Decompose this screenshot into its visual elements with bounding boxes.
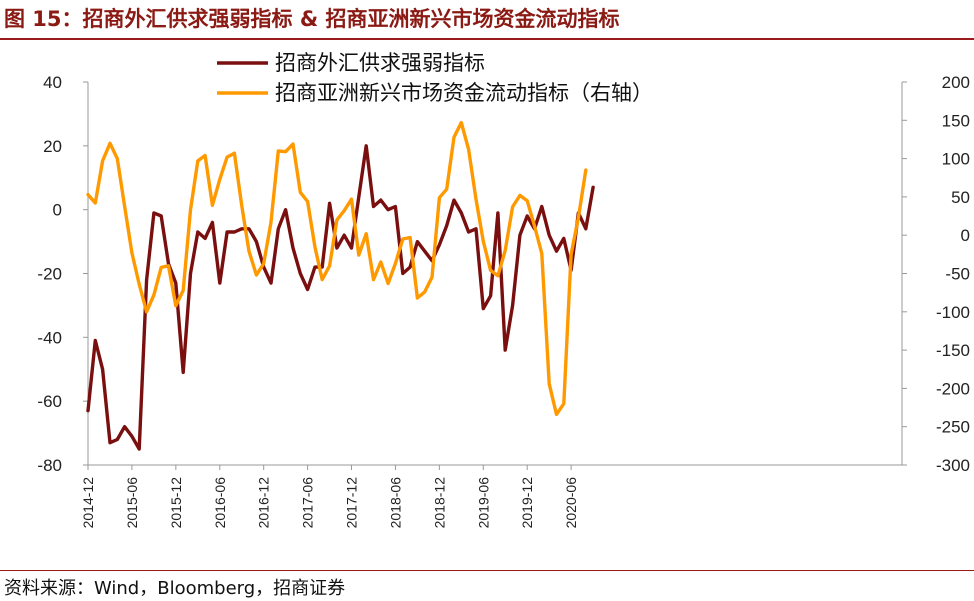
x-tick-label: 2015-12: [168, 477, 184, 529]
y-right-tick-label: 150: [942, 111, 970, 130]
y-right-tick-label: 200: [942, 73, 970, 92]
x-tick-label: 2016-12: [256, 477, 272, 529]
x-axis-ticks: 2014-12 2015-06 2015-12 2016-06 2016-12 2017-…: [80, 465, 579, 528]
y-left-tick-label: -20: [37, 265, 62, 284]
y-right-tick-label: -250: [936, 418, 970, 437]
y-right-tick-label: -150: [936, 341, 970, 360]
line-chart: 40200-20-40-60-80200150100500-50-100-150…: [37, 51, 970, 528]
series-line-asia-em-flow: [86, 120, 588, 417]
y-left-tick-label: -60: [37, 392, 62, 411]
x-tick-label: 2019-12: [519, 477, 535, 529]
y-right-tick-label: 50: [951, 188, 970, 207]
x-tick-label: 2018-12: [431, 477, 447, 529]
y-left-tick-label: -80: [37, 456, 62, 475]
legend-label-asia-em-flow: 招商亚洲新兴市场资金流动指标（右轴）: [275, 81, 653, 105]
x-tick-label: 2014-12: [80, 477, 96, 529]
y-right-tick-label: 0: [961, 226, 970, 245]
y-right-tick-label: -200: [936, 379, 970, 398]
figure-title: 图 15：招商外汇供求强弱指标 & 招商亚洲新兴市场资金流动指标: [4, 7, 620, 31]
chart-axes: 40200-20-40-60-80200150100500-50-100-150…: [37, 73, 970, 475]
series-line-fx-supply-demand: [86, 144, 595, 451]
y-right-tick-label: -50: [945, 265, 970, 284]
source-note: 资料来源：Wind，Bloomberg，招商证券: [4, 578, 346, 599]
x-tick-label: 2017-06: [300, 477, 316, 529]
y-left-tick-label: -40: [37, 328, 62, 347]
y-left-tick-label: 0: [53, 201, 62, 220]
x-tick-label: 2015-06: [124, 477, 140, 529]
x-tick-label: 2019-06: [475, 477, 491, 529]
x-tick-label: 2020-06: [563, 477, 579, 529]
y-right-tick-label: -300: [936, 456, 970, 475]
y-right-tick-label: 100: [942, 150, 970, 169]
chart-series: [86, 120, 595, 451]
y-right-tick-label: -100: [936, 303, 970, 322]
x-tick-label: 2017-12: [344, 477, 360, 529]
x-tick-label: 2018-06: [387, 477, 403, 529]
title-divider: [0, 38, 974, 40]
x-tick-label: 2016-06: [212, 477, 228, 529]
legend-label-fx-supply-demand: 招商外汇供求强弱指标: [275, 51, 485, 75]
source-divider: [0, 570, 974, 571]
y-left-tick-label: 40: [43, 73, 62, 92]
y-left-tick-label: 20: [43, 137, 62, 156]
